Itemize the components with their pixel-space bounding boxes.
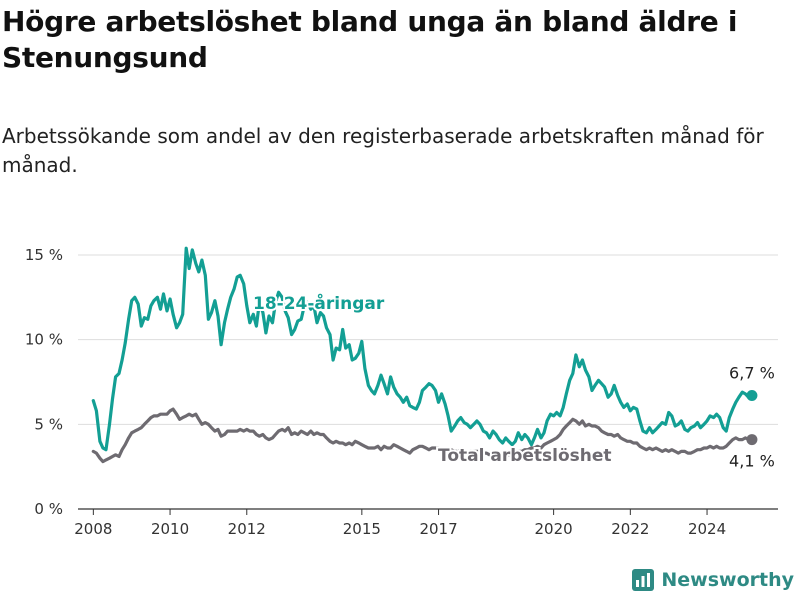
brand-name: Newsworthy <box>661 569 794 591</box>
x-tick-label: 2022 <box>611 520 649 538</box>
series-lines <box>91 246 758 464</box>
x-tick-label: 2017 <box>419 520 457 538</box>
total-end-label: 4,1 % <box>729 452 775 471</box>
total-end-point <box>746 434 758 446</box>
x-tick-label: 2020 <box>535 520 573 538</box>
y-tick-label: 10 % <box>25 331 63 349</box>
x-axis: 2008 2010 2012 2015 2017 2020 2022 2024 <box>74 509 726 538</box>
newsworthy-logo-icon <box>632 569 655 591</box>
young-series-label: 18-24-åringar <box>253 292 385 314</box>
young-line <box>91 246 754 452</box>
series-labels: 18-24-åringar Total arbetslöshet 6,7 % 4,1 … <box>251 290 775 471</box>
x-tick-label: 2024 <box>688 520 726 538</box>
y-tick-label: 0 % <box>34 500 63 518</box>
newsworthy-logo[interactable]: Newsworthy <box>632 569 794 591</box>
x-tick-label: 2012 <box>228 520 266 538</box>
chart-title: Högre arbetslöshet bland unga än bland ä… <box>2 5 738 74</box>
total-line <box>91 407 754 464</box>
young-end-label: 6,7 % <box>729 364 775 383</box>
x-tick-label: 2010 <box>151 520 189 538</box>
chart-subtitle: Arbetssökande som andel av den registerb… <box>2 124 764 177</box>
young-end-point <box>746 390 758 402</box>
total-series-label: Total arbetslöshet <box>438 446 612 466</box>
y-tick-label: 15 % <box>25 246 63 264</box>
y-axis: 0 % 5 % 10 % 15 % <box>25 246 63 518</box>
x-tick-label: 2015 <box>343 520 381 538</box>
x-tick-label: 2008 <box>74 520 112 538</box>
y-tick-label: 5 % <box>34 415 63 433</box>
